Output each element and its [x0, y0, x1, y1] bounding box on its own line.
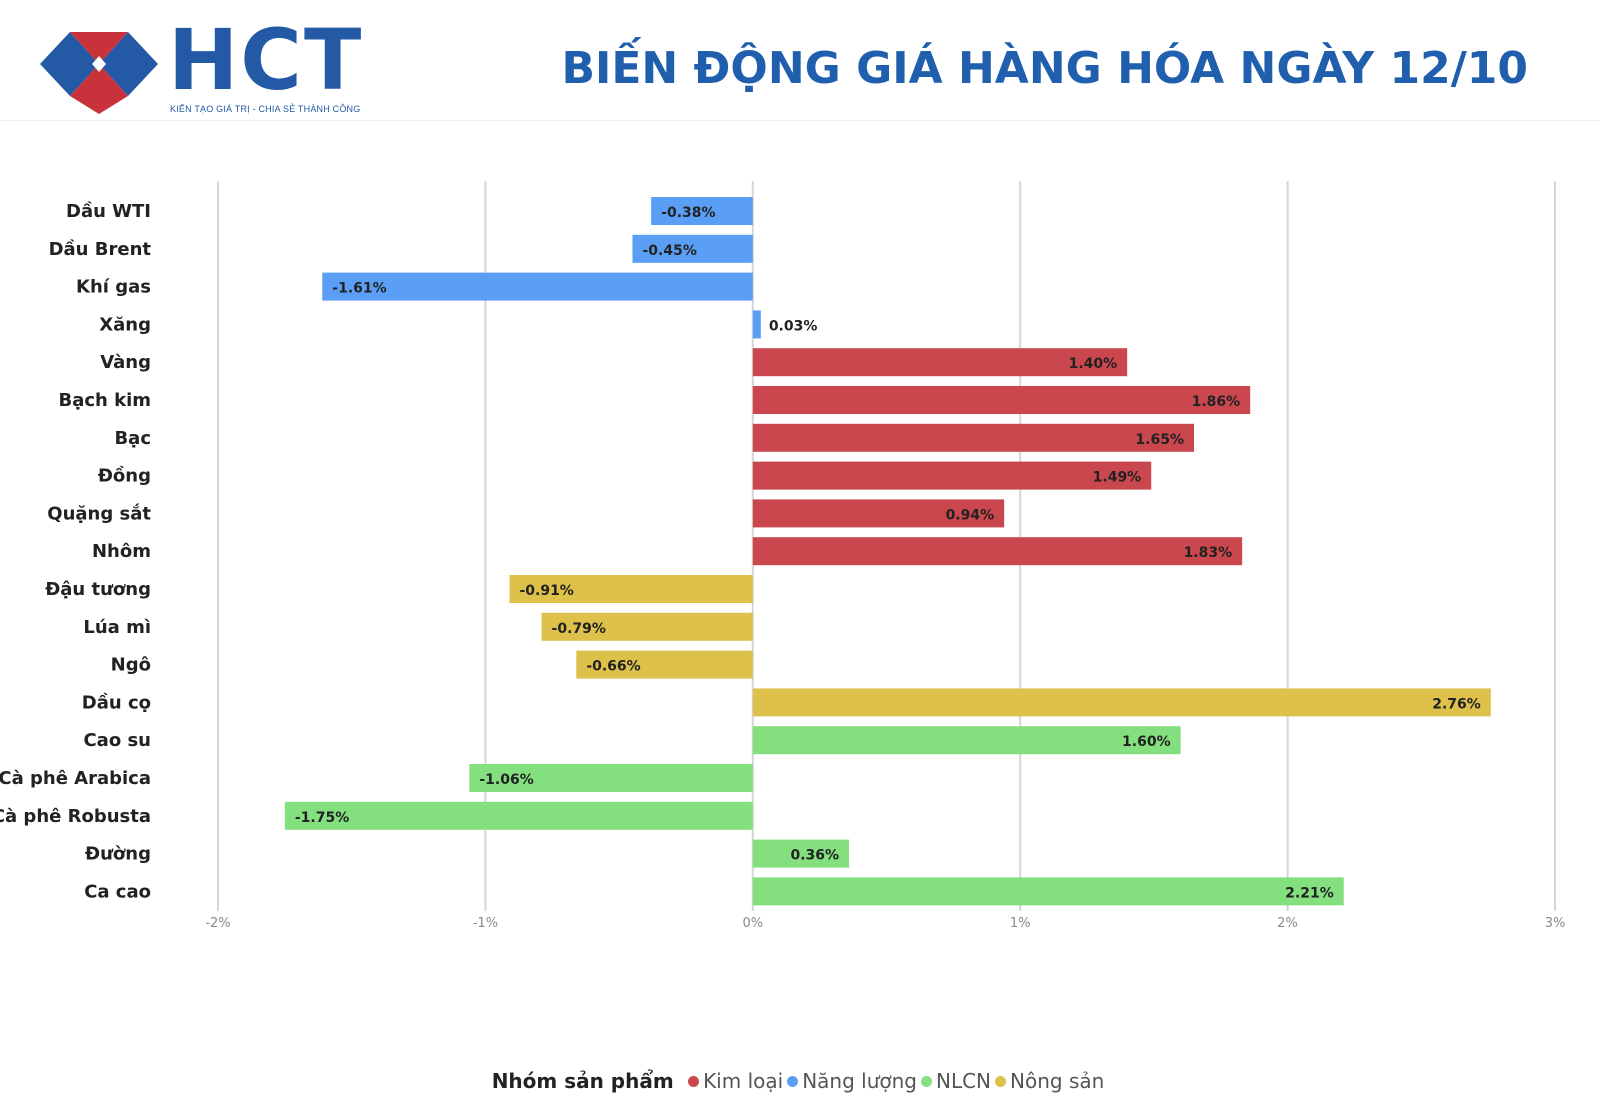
value-label: -1.61%: [332, 281, 386, 297]
category-label: Bạc: [114, 428, 151, 449]
legend-dot-icon: [920, 1076, 932, 1087]
bar: [322, 272, 753, 301]
category-label: Lúa mì: [83, 617, 151, 638]
label-layer: -2% -1% 0% 1% 2% 3% Dầu WTI -0.38% Dầu Brent -0.4…: [0, 201, 1565, 931]
legend-item[interactable]: Kim loại: [688, 1069, 783, 1093]
legend-label: NLCN: [935, 1069, 992, 1093]
category-label: Quặng sắt: [47, 503, 151, 524]
bar: [752, 877, 1344, 906]
value-label: 0.94%: [946, 507, 995, 523]
category-label: Ca cao: [84, 881, 151, 902]
value-label: 2.76%: [1432, 696, 1481, 712]
bar: [752, 461, 1152, 490]
x-tick-label: -1%: [473, 916, 498, 931]
legend-dot-icon: [995, 1076, 1007, 1087]
header: HCT KIẾN TẠO GIÁ TRỊ - CHIA SẺ THÀNH CÔN…: [0, 0, 1600, 120]
category-label: Cà phê Robusta: [0, 806, 151, 827]
category-label: Cao su: [83, 730, 151, 751]
hct-logo: HCT KIẾN TẠO GIÁ TRỊ - CHIA SẺ THÀNH CÔN…: [40, 18, 361, 118]
category-label: Ngô: [111, 655, 151, 676]
bar: [469, 764, 753, 792]
value-label: -0.38%: [661, 205, 715, 221]
page-title: BIẾN ĐỘNG GIÁ HÀNG HÓA NGÀY 12/10: [561, 43, 1528, 94]
value-label: 1.65%: [1135, 432, 1184, 448]
value-label: 1.86%: [1192, 394, 1241, 410]
value-label: -0.91%: [519, 583, 573, 599]
value-label: 0.03%: [769, 318, 818, 334]
category-label: Đường: [85, 844, 151, 865]
category-label: Vàng: [100, 352, 151, 373]
legend-item[interactable]: NLCN: [920, 1069, 992, 1093]
bar: [284, 801, 753, 830]
value-label: 1.40%: [1069, 356, 1118, 372]
x-tick-label: 1%: [1010, 916, 1031, 931]
value-label: 1.60%: [1122, 734, 1171, 750]
x-tick-label: -2%: [205, 916, 230, 931]
bar: [541, 612, 753, 641]
legend: Nhóm sản phẩm Kim loại Năng lượng NLCN Nông…: [0, 1069, 1600, 1093]
bar: [752, 423, 1195, 452]
bar: [752, 839, 850, 868]
category-label: Dầu cọ: [82, 692, 151, 713]
legend-label: Năng lượng: [802, 1069, 917, 1093]
bar: [752, 386, 1251, 414]
x-tick-label: 2%: [1277, 916, 1298, 931]
brand-tagline: KIẾN TẠO GIÁ TRỊ - CHIA SẺ THÀNH CÔNG: [170, 104, 361, 114]
category-label: Dầu WTI: [66, 201, 151, 222]
bar-layer: [284, 197, 1491, 906]
bar: [509, 575, 753, 603]
category-label: Nhôm: [92, 541, 151, 562]
bar: [752, 348, 1128, 377]
bar: [632, 234, 753, 263]
legend-label: Nông sản: [1010, 1069, 1105, 1093]
category-label: Bạch kim: [58, 390, 151, 411]
bar: [651, 197, 753, 225]
value-label: 0.36%: [790, 848, 839, 864]
bar: [752, 726, 1181, 755]
bar: [576, 650, 753, 679]
category-label: Xăng: [99, 314, 151, 335]
x-tick-label: 0%: [742, 916, 763, 931]
value-label: -0.79%: [552, 621, 606, 637]
value-label: 1.49%: [1093, 470, 1142, 486]
chart-area: -2% -1% 0% 1% 2% 3% Dầu WTI -0.38% Dầu Brent -0.4…: [0, 120, 1600, 1093]
bar: [752, 499, 1005, 528]
category-label: Dầu Brent: [49, 239, 152, 260]
category-label: Khí gas: [76, 277, 151, 298]
brand-name: HCT: [168, 11, 364, 109]
category-label: Đậu tương: [45, 579, 151, 600]
bar: [752, 688, 1491, 717]
value-label: -0.45%: [642, 243, 696, 259]
value-label: 2.21%: [1285, 885, 1334, 901]
legend-label: Kim loại: [703, 1069, 784, 1093]
bar-chart: -2% -1% 0% 1% 2% 3% Dầu WTI -0.38% Dầu Brent -0.4…: [0, 181, 1565, 931]
legend-item[interactable]: Năng lượng: [787, 1069, 917, 1093]
legend-dot-icon: [688, 1076, 700, 1087]
legend-dot-icon: [787, 1076, 799, 1087]
bar: [752, 537, 1243, 566]
legend-title: Nhóm sản phẩm: [491, 1069, 674, 1093]
category-label: Đồng: [98, 466, 151, 487]
value-label: -1.06%: [479, 772, 533, 788]
x-tick-label: 3%: [1545, 916, 1566, 931]
value-label: -1.75%: [295, 810, 349, 826]
legend-item[interactable]: Nông sản: [995, 1069, 1104, 1093]
hct-logo-mark-icon: [40, 32, 158, 114]
category-label: Cà phê Arabica: [0, 768, 151, 789]
bar: [752, 310, 761, 339]
value-label: 1.83%: [1184, 545, 1233, 561]
legend-items: Kim loại Năng lượng NLCN Nông sản: [688, 1069, 1108, 1093]
value-label: -0.66%: [586, 659, 640, 675]
